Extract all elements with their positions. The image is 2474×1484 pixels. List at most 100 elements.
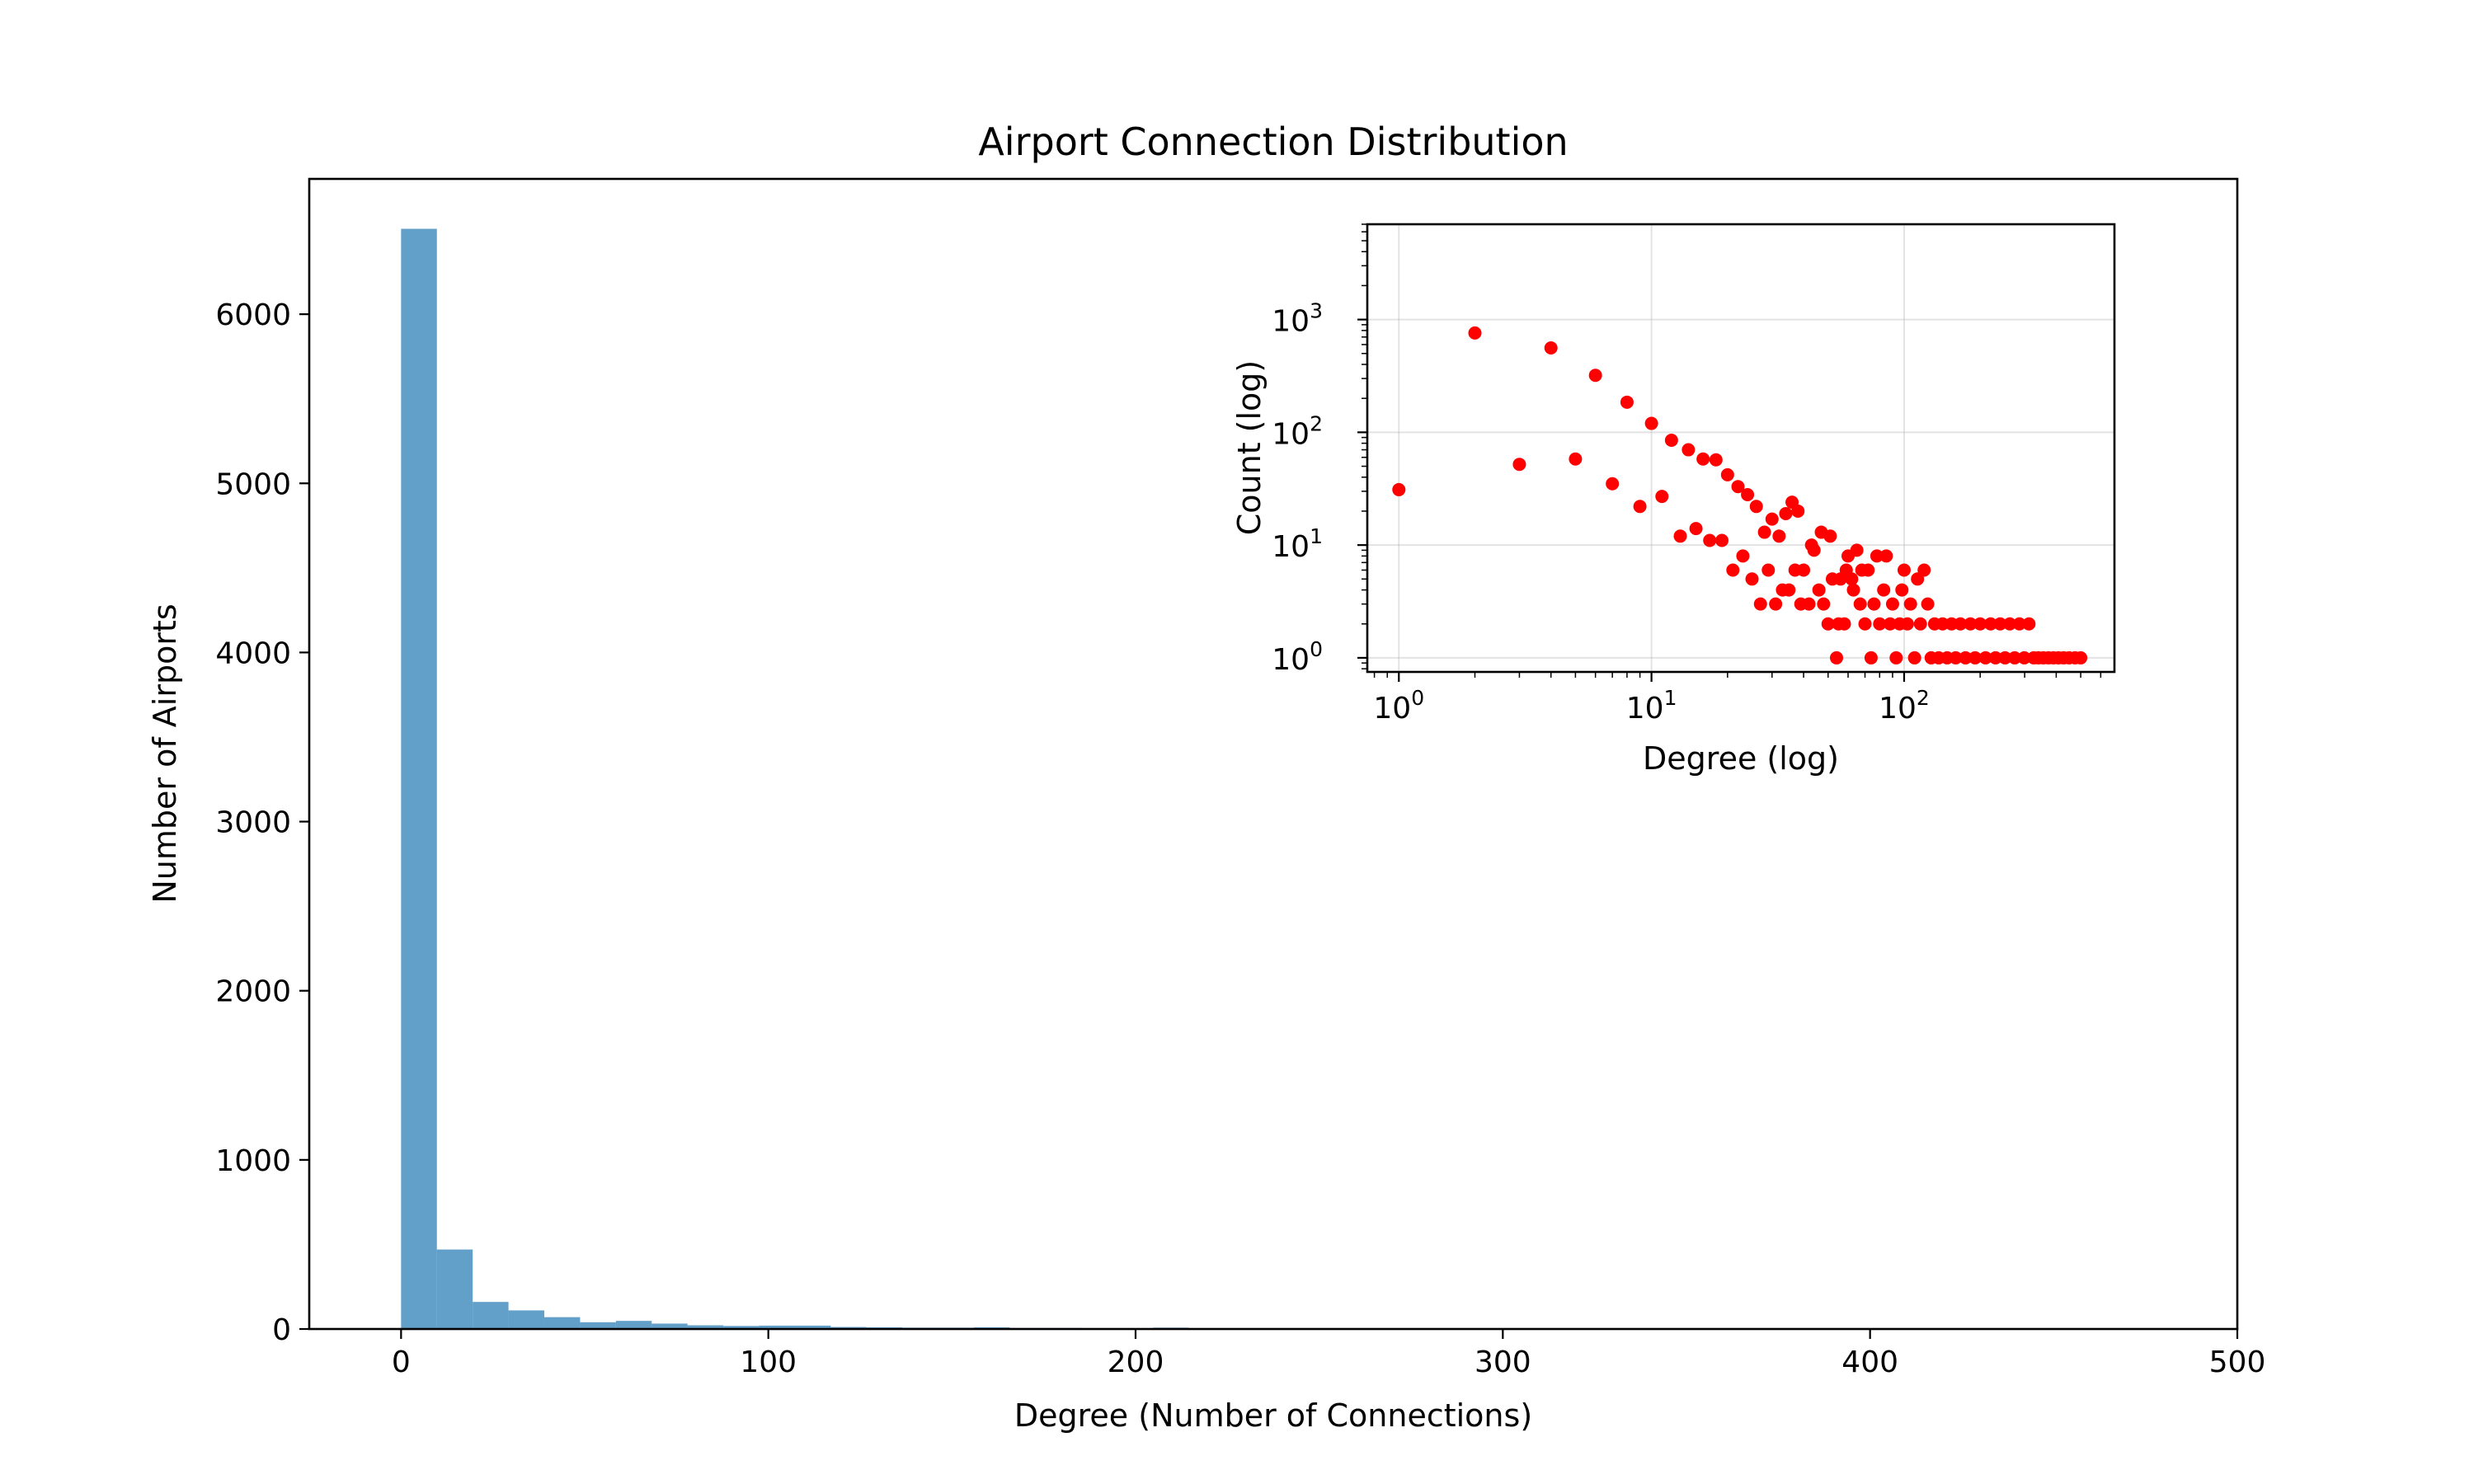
inset-scatter-point — [1858, 617, 1872, 631]
inset-scatter-point — [1821, 617, 1835, 631]
inset-scatter-point — [1569, 452, 1583, 466]
inset-scatter-point — [1749, 500, 1763, 514]
inset-scatter-point — [1853, 597, 1867, 611]
inset-scatter-point — [1620, 395, 1634, 409]
histogram-bar — [436, 1249, 473, 1329]
inset-x-ticks: 100 101 102 — [1373, 672, 2102, 726]
inset-scatter-point — [2017, 650, 2031, 665]
x-tick-label: 400 — [1841, 1345, 1898, 1379]
inset-y-tick-label: 102 — [1272, 411, 1323, 451]
inset-scatter-point — [1512, 458, 1526, 472]
inset-scatter-point — [1889, 650, 1903, 665]
x-tick-label: 200 — [1108, 1345, 1164, 1379]
main-y-ticks: 0 1000 2000 3000 4000 5000 6000 — [215, 298, 309, 1347]
inset-scatter-point — [1709, 453, 1723, 467]
inset-scatter-point — [1757, 525, 1771, 539]
inset-scatter-point — [1978, 650, 1992, 665]
inset-x-tick-label: 102 — [1879, 686, 1930, 726]
inset-scatter-point — [1998, 650, 2012, 665]
histogram-bar — [508, 1310, 545, 1329]
inset-scatter-point — [1741, 487, 1755, 501]
inset-scatter-point — [1959, 650, 1973, 665]
histogram-bar — [401, 228, 437, 1330]
inset-scatter-point — [1715, 533, 1729, 547]
inset-scatter-point — [1797, 563, 1811, 577]
inset-scatter-point — [1988, 650, 2002, 665]
y-tick-label: 5000 — [215, 467, 291, 501]
inset-scatter-point — [1870, 549, 1884, 563]
main-histogram: 0 100 200 300 400 500 0 1000 2000 3000 4000 5000 60… — [147, 120, 2265, 1434]
inset-scatter-point — [1782, 583, 1796, 597]
inset-scatter-point — [1769, 597, 1783, 611]
inset-scatter-point — [1745, 572, 1759, 586]
histogram-bars — [401, 228, 1583, 1330]
inset-y-tick-label: 100 — [1272, 637, 1323, 677]
inset-scatter-point — [1877, 583, 1891, 597]
inset-scatter-point — [1689, 522, 1703, 536]
inset-scatter-point — [2022, 617, 2036, 631]
y-tick-label: 3000 — [215, 806, 291, 840]
inset-scatter-point — [1673, 529, 1687, 543]
inset-scatter-point — [1644, 416, 1658, 430]
inset-y-tick-label: 101 — [1272, 524, 1323, 564]
inset-scatter-point — [1964, 617, 1978, 631]
inset-scatter-point — [1867, 597, 1881, 611]
inset-scatter-point — [1968, 650, 1982, 665]
inset-scatter-point — [1823, 529, 1837, 543]
inset-scatter-point — [1913, 617, 1927, 631]
y-tick-label: 4000 — [215, 636, 291, 670]
inset-frame — [1366, 223, 2116, 674]
inset-scatter-point — [1921, 597, 1935, 611]
inset-y-axis-label: Count (log) — [1231, 360, 1268, 536]
inset-x-axis-label: Degree (log) — [1643, 740, 1839, 777]
histogram-bar — [794, 1325, 831, 1329]
histogram-bar — [687, 1325, 724, 1329]
inset-scatter-point — [1897, 563, 1911, 577]
inset-scatter-point — [1879, 549, 1893, 563]
y-axis-label: Number of Airports — [147, 603, 183, 903]
histogram-bar — [473, 1302, 509, 1329]
inset-scatter-point — [1817, 597, 1831, 611]
inset-scatter-point — [1917, 563, 1931, 577]
inset-scatter-point — [1900, 617, 1914, 631]
inset-scatter-point — [1829, 650, 1843, 665]
inset-scatter-point — [1845, 572, 1859, 586]
main-x-ticks: 0 100 200 300 400 500 — [392, 1329, 2265, 1379]
inset-scatter-point — [1895, 583, 1909, 597]
inset-scatter-point — [1765, 512, 1779, 526]
inset-scatter-point — [1903, 597, 1917, 611]
inset-scatter-point — [1973, 617, 1987, 631]
x-tick-label: 100 — [740, 1345, 797, 1379]
inset-scatter-point — [1983, 617, 1997, 631]
inset-scatter-point — [1731, 480, 1745, 494]
inset-scatter-point — [1949, 650, 1963, 665]
y-tick-label: 6000 — [215, 298, 291, 332]
inset-scatter-point — [1883, 617, 1897, 631]
inset-scatter-point — [1907, 650, 1921, 665]
inset-x-tick-label: 100 — [1373, 686, 1424, 726]
inset-scatter-point — [1864, 650, 1878, 665]
inset-scatter-point — [1993, 617, 2007, 631]
inset-scatter-point — [1753, 597, 1767, 611]
inset-scatter-point — [1861, 563, 1875, 577]
inset-scatter-point — [1681, 443, 1696, 457]
x-axis-label: Degree (Number of Connections) — [1014, 1397, 1532, 1434]
histogram-bar — [651, 1323, 688, 1329]
inset-scatter-point — [1606, 477, 1620, 491]
y-tick-label: 0 — [272, 1313, 291, 1347]
histogram-bar — [615, 1321, 652, 1329]
inset-scatter-point — [1807, 543, 1821, 557]
inset-background — [1367, 224, 2114, 672]
inset-scatter-point — [1802, 597, 1816, 611]
inset-loglog-scatter: 100 101 102 100 101 102 103 Degree (log) Coun… — [1231, 223, 2116, 777]
inset-scatter-point — [1850, 543, 1864, 557]
y-tick-label: 2000 — [215, 975, 291, 1009]
inset-scatter-point — [1837, 617, 1851, 631]
inset-scatter-point — [1664, 434, 1678, 448]
inset-scatter-point — [1468, 326, 1482, 340]
x-tick-label: 500 — [2209, 1345, 2266, 1379]
inset-scatter-point — [2012, 617, 2026, 631]
inset-scatter-point — [1703, 533, 1717, 547]
inset-scatter-point — [2074, 650, 2088, 665]
